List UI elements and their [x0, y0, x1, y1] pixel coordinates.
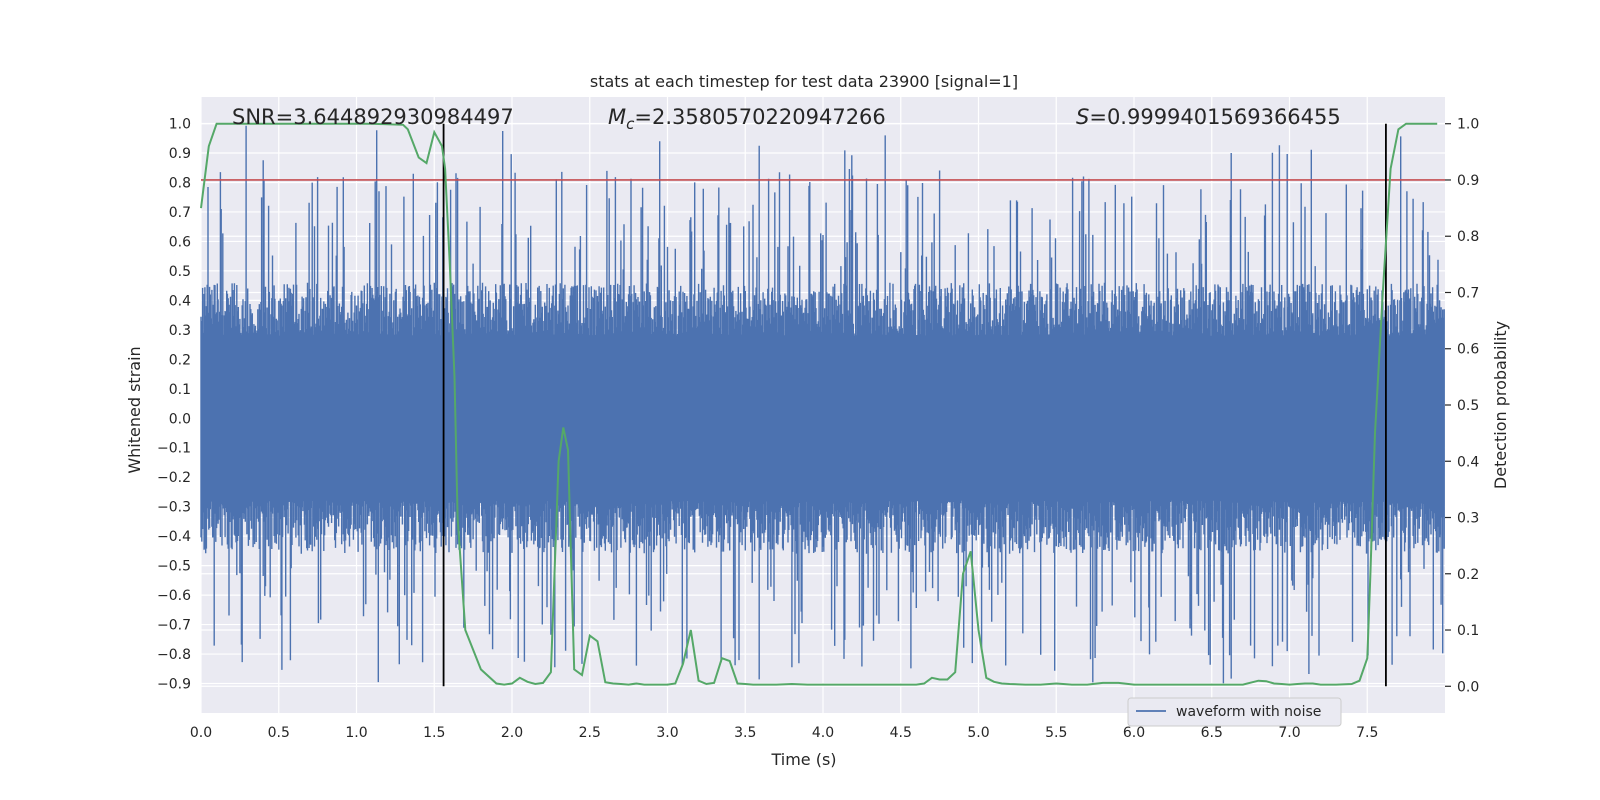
y-tick-label: −0.3: [157, 500, 191, 516]
y2-tick-label: 0.4: [1457, 454, 1479, 470]
vertical-markers: [442, 123, 1387, 687]
x-tick-label: 0.5: [268, 725, 290, 741]
y-tick-label: −0.8: [157, 647, 191, 663]
y2-tick-label: 0.9: [1457, 173, 1479, 189]
y-tick-label: −0.4: [157, 529, 191, 545]
legend-box: [1127, 697, 1342, 727]
y-tick-label: 0.4: [169, 293, 191, 309]
y-tick-label: 0.6: [169, 234, 191, 250]
y2-tick-label: 0.2: [1457, 567, 1479, 583]
waveform-series: [200, 125, 1445, 684]
y2-tick-label: 0.6: [1457, 342, 1479, 358]
x-tick-label: 6.5: [1201, 725, 1223, 741]
s-annotation: S=0.9999401569366455: [1076, 105, 1341, 129]
y-tick-label: 0.8: [169, 175, 191, 191]
chirp-mass-annotation: Mc=2.3580570220947266: [608, 105, 886, 133]
y2-tick-label: 1.0: [1457, 117, 1479, 133]
x-axis-label: Time (s): [770, 750, 836, 769]
y-tick-label: 0.1: [169, 382, 191, 398]
y-tick-label: −0.1: [157, 441, 191, 457]
s-symbol: S: [1076, 105, 1089, 129]
x-tick-label: 7.5: [1356, 725, 1378, 741]
x-tick-label: 7.0: [1278, 725, 1300, 741]
y-tick-label: −0.5: [157, 559, 191, 575]
x-tick-label: 5.5: [1045, 725, 1067, 741]
detection-probability-line: [200, 122, 1438, 686]
x-tick-label: 1.5: [423, 725, 445, 741]
y-axis-ticks: 1.0 0.9 0.8 0.7 0.6 0.5 0.4 0.3 0.2 0.1 0.0 −0.1 −0.…: [157, 117, 191, 693]
x-tick-label: 5.0: [967, 725, 989, 741]
x-tick-label: 1.0: [345, 725, 367, 741]
y-tick-label: 0.0: [169, 411, 191, 427]
x-tick-label: 2.5: [579, 725, 601, 741]
y-tick-label: 0.5: [169, 264, 191, 280]
mc-symbol: M: [608, 105, 626, 129]
x-tick-label: 6.0: [1123, 725, 1145, 741]
y-tick-label: 0.7: [169, 205, 191, 221]
y2-tick-label: 0.1: [1457, 623, 1479, 639]
x-tick-label: 4.0: [812, 725, 834, 741]
y-tick-label: 0.3: [169, 323, 191, 339]
x-axis-ticks: 0.0 0.5 1.0 1.5 2.0 2.5 3.0 3.5 4.0 4.5 5.0 5.5 6.0 6…: [190, 725, 1379, 741]
y2-tick-label: 0.5: [1457, 398, 1479, 414]
y-tick-label: −0.6: [157, 588, 191, 604]
x-tick-label: 4.5: [890, 725, 912, 741]
y-axis-label: Whitened strain: [125, 346, 144, 473]
waveform-path: [200, 125, 1445, 684]
y-tick-label: −0.9: [157, 677, 191, 693]
legend: waveform with noise: [1127, 697, 1342, 727]
y2-axis-ticks: 1.0 0.9 0.8 0.7 0.6 0.5 0.4 0.3 0.2 0.1 0.0: [1445, 117, 1479, 695]
y-tick-label: −0.2: [157, 470, 191, 486]
chart-title: stats at each timestep for test data 239…: [590, 72, 1018, 91]
s-value: =0.9999401569366455: [1089, 105, 1340, 129]
x-tick-label: 3.0: [656, 725, 678, 741]
y-tick-label: −0.7: [157, 618, 191, 634]
y2-axis-label: Detection probability: [1491, 321, 1510, 489]
x-tick-label: 0.0: [190, 725, 212, 741]
y2-tick-label: 0.7: [1457, 285, 1479, 301]
y2-tick-label: 0.0: [1457, 679, 1479, 695]
mc-value: =2.3580570220947266: [634, 105, 885, 129]
legend-entry: waveform with noise: [1176, 704, 1321, 720]
x-tick-label: 2.0: [501, 725, 523, 741]
y2-tick-label: 0.8: [1457, 229, 1479, 245]
snr-annotation: SNR=3.644892930984497: [232, 105, 514, 129]
mc-subscript: c: [626, 115, 635, 133]
x-tick-label: 3.5: [734, 725, 756, 741]
y-tick-label: 1.0: [169, 117, 191, 133]
y-tick-label: 0.2: [169, 352, 191, 368]
y-tick-label: 0.9: [169, 146, 191, 162]
y2-tick-label: 0.3: [1457, 511, 1479, 527]
